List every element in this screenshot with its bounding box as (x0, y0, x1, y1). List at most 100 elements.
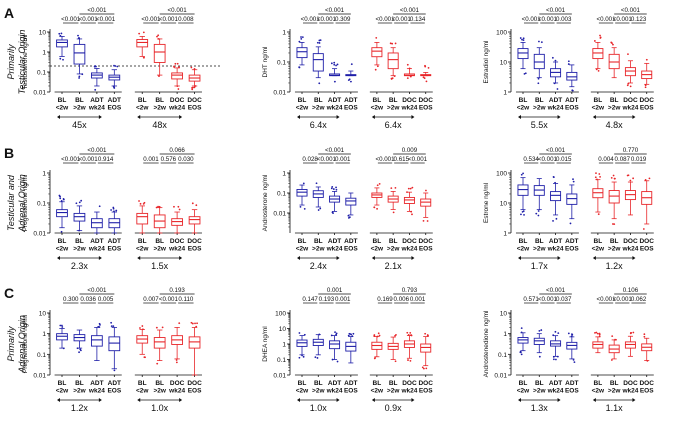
chart-4-outlier-point (373, 206, 376, 209)
chart-8-pvalue-label: 0.037 (556, 296, 572, 303)
chart-1-outlier-point (350, 80, 352, 83)
chart-0-outlier-point (156, 35, 158, 38)
chart-0-x-category-line1: ADT (90, 97, 103, 104)
chart-7-outlier-point (335, 333, 337, 336)
chart-1-outlier-point (375, 36, 378, 39)
chart-0-row-label-line: Testicular Origin (17, 30, 27, 95)
chart-7-fold-change-label: 1.0x (310, 403, 328, 413)
chart-2-outlier-point (537, 82, 540, 85)
chart-3-fold-change-arrowhead-right (179, 256, 183, 260)
chart-7-x-category-line1: BL (373, 380, 382, 387)
chart-3-box-body (73, 212, 86, 222)
chart-1-outlier-point (316, 41, 319, 44)
chart-3-outlier-point (191, 202, 194, 205)
chart-1-outlier-point (393, 75, 396, 78)
chart-7-outlier-point (347, 334, 350, 337)
chart-0-x-category-line2: wk24 (88, 105, 105, 112)
chart-6-outlier-point (80, 349, 82, 352)
chart-2-x-category-line1: BL (519, 97, 528, 104)
chart-0-outlier-point (157, 34, 160, 37)
chart-5-x-category-line1: ADT (565, 238, 578, 245)
chart-0-x-category-label: DOC wk24 (168, 97, 185, 112)
chart-4-y-tick-label: 1 (282, 171, 286, 178)
chart-8-x-category-label: DOC EOS (639, 380, 654, 395)
chart-5-outlier-point (552, 220, 554, 222)
chart-5-x-category-label: DOC wk24 (621, 238, 638, 253)
chart-6-outlier-point (76, 347, 79, 350)
chart-3-x-category-line2: <2w (136, 246, 149, 253)
chart-5-outlier-point (572, 178, 574, 181)
chart-0-box-body (153, 43, 166, 63)
chart-0-x-category-line1: DOC (187, 97, 202, 104)
chart-3-x-category-line1: DOC (187, 238, 202, 245)
chart-7-outlier-point (424, 332, 427, 335)
chart-1-x-category-line1: ADT (328, 97, 341, 104)
chart-4-outlier-point (302, 182, 305, 185)
chart-6-outlier-point (139, 327, 141, 329)
chart-2-y-tick-label: 10 (500, 60, 508, 67)
chart-3-x-category-label: DOC EOS (187, 238, 202, 253)
chart-7-x-category-label: ADT EOS (344, 380, 358, 395)
chart-7-fold-change-arrowhead-left (371, 398, 375, 402)
chart-6-outlier-point (175, 359, 178, 361)
chart-1-fold-change-arrowhead-right (336, 115, 340, 119)
chart-2-x-category-line1: ADT (565, 97, 578, 104)
chart-2-box-body (517, 48, 529, 60)
chart-5-outlier-point (644, 179, 647, 181)
chart-6-y-tick-label: 0.1 (37, 352, 46, 359)
chart-7-x-category-line1: BL (298, 380, 307, 387)
chart-7-outlier-point (409, 331, 412, 334)
chart-0-pvalue-label-top: <0.001 (87, 7, 107, 14)
chart-0-pvalue-label: 0.008 (178, 16, 194, 23)
chart-5-pvalue-label: 0.015 (556, 156, 572, 163)
chart-0-outlier-point (143, 56, 145, 59)
chart-8-outlier-point (629, 332, 632, 335)
chart-1-box-body (312, 53, 324, 72)
chart-0-outlier-point (193, 67, 196, 70)
chart-0-y-tick-label: 0.1 (37, 70, 46, 77)
chart-1-x-category-line2: >2w (387, 105, 400, 112)
chart-7-outlier-point (303, 333, 306, 336)
chart-0-panel-letter: A (4, 5, 14, 21)
chart-6-x-category-line1: BL (138, 380, 147, 387)
chart-4-outlier-point (406, 191, 408, 194)
chart-4-x-category-line1: BL (314, 238, 323, 245)
chart-2-fold-change-arrowhead-right (632, 115, 636, 119)
chart-1-pvalue-label: 0.309 (335, 16, 351, 23)
chart-5-x-category-line1: DOC (623, 238, 638, 245)
chart-7-x-category-label: BL >2w (312, 380, 325, 395)
chart-2-outlier-point (538, 40, 540, 43)
chart-7-x-category-line2: >2w (387, 388, 400, 395)
chart-8-x-category-line1: BL (594, 380, 603, 387)
chart-3-x-category-label: BL >2w (153, 238, 166, 253)
chart-7-x-category-label: BL <2w (296, 380, 309, 395)
chart-3-x-category-label: BL <2w (56, 238, 69, 253)
chart-2-fold-change-arrowhead-right (557, 115, 561, 119)
chart-5-pvalue-label-top: 0.770 (623, 147, 639, 154)
chart-2-x-category-label: BL >2w (533, 97, 546, 112)
chart-0-pvalue-label-top: <0.001 (168, 7, 188, 14)
chart-5-x-category-line2: >2w (608, 246, 621, 253)
chart-6-y-axis-label: Pregnenolone ng/ml (22, 314, 29, 373)
chart-3-pvalue-label: 0.576 (161, 156, 177, 163)
chart-3-pvalue-label: 0.914 (98, 156, 114, 163)
chart-6-outlier-point (191, 322, 194, 325)
chart-2-x-category-line1: DOC (639, 97, 654, 104)
chart-7-fold-change-arrowhead-right (336, 398, 340, 402)
chart-5-outlier-point (594, 176, 597, 179)
chart-6-panel-letter: C (4, 285, 14, 301)
chart-8-outlier-point (552, 334, 555, 337)
chart-1-x-category-line1: DOC (402, 97, 417, 104)
chart-1-x-category-line2: <2w (371, 105, 384, 112)
chart-7-outlier-point (302, 355, 305, 358)
chart-2-x-category-line2: EOS (565, 105, 579, 112)
chart-6-x-category-label: BL <2w (56, 380, 69, 395)
chart-5-x-category-line2: <2w (592, 246, 605, 253)
chart-4-outlier-point (347, 214, 350, 217)
chart-0-outlier-point (174, 62, 177, 65)
chart-6-outlier-point (112, 325, 115, 328)
chart-2-fold-change-label: 4.8x (606, 120, 624, 130)
chart-2-x-category-label: DOC wk24 (621, 97, 638, 112)
chart-8-x-category-label: BL <2w (592, 380, 605, 395)
chart-8-fold-change-arrowhead-right (557, 398, 561, 402)
